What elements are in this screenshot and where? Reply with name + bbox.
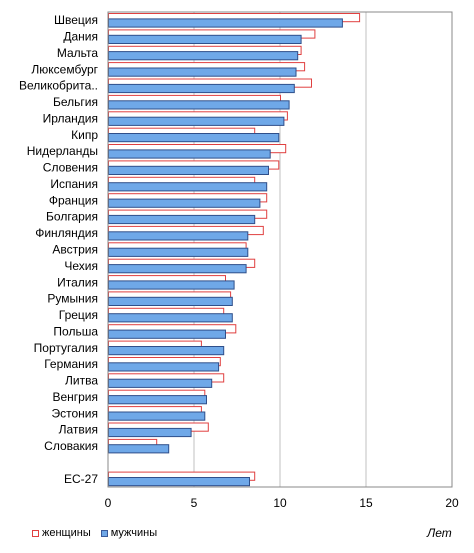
category-label: Нидерланды [27, 144, 98, 158]
bar-men [108, 51, 299, 61]
bar-men [108, 313, 233, 323]
category-labels: Швеция Дания Мальта Люксембург Великобрита..… [19, 13, 99, 486]
bar-men [108, 83, 295, 94]
category-label: Словения [43, 161, 98, 175]
bar-men [108, 18, 343, 28]
legend-label-women: женщины [42, 527, 91, 539]
category-label: ЕС-27 [64, 472, 98, 486]
bar-men [108, 378, 213, 388]
category-label: Люксембург [31, 62, 98, 76]
category-label: Италия [57, 275, 98, 289]
bar-men [108, 280, 235, 290]
category-label: Румыния [47, 292, 98, 306]
bar-men [108, 182, 268, 192]
category-label: Словакия [44, 439, 98, 453]
bar-men [108, 100, 290, 110]
category-label: Португалия [34, 341, 98, 355]
bar-men [108, 411, 206, 421]
legend-swatch-women [32, 529, 39, 537]
legend-label-men: мужчины [110, 527, 158, 539]
category-label: Ирландия [43, 111, 98, 125]
category-label: Дания [63, 30, 98, 44]
x-tick-label: 20 [445, 496, 459, 510]
legend-item-men: мужчины [100, 527, 158, 539]
category-label: Финляндия [35, 226, 98, 240]
bar-men [108, 296, 233, 306]
bar-men [108, 198, 261, 208]
bar-men [108, 214, 256, 225]
bar-men [108, 247, 249, 257]
bar-men [108, 427, 192, 438]
legend-item-women: женщины [32, 527, 91, 539]
x-tick-label: 5 [191, 496, 198, 510]
category-label: Греция [59, 308, 98, 322]
plot-frame [107, 11, 453, 488]
bar-men [108, 444, 170, 454]
bar-men [108, 165, 269, 176]
bar-men [108, 362, 220, 372]
category-label: Бельгия [53, 95, 98, 109]
category-label: Литва [65, 374, 98, 388]
unit-label: Лет [427, 526, 452, 540]
bar-men [108, 264, 247, 274]
bar-men [108, 346, 225, 356]
category-label: Великобрита.. [19, 79, 98, 93]
category-label: Эстония [52, 406, 99, 420]
bar-men [108, 67, 297, 77]
category-label: Франция [49, 193, 98, 207]
bar-men [108, 116, 285, 126]
x-tick-label: 15 [359, 496, 373, 510]
category-label: Болгария [46, 210, 98, 224]
category-label: Кипр [71, 128, 98, 142]
bar-men [108, 477, 250, 487]
bar-men [108, 329, 226, 339]
bar-men [108, 395, 207, 405]
category-label: Латвия [59, 423, 98, 437]
category-label: Германия [44, 357, 98, 371]
category-label: Чехия [64, 259, 98, 273]
legend: женщины мужчины [32, 527, 167, 539]
category-label: Венгрия [52, 390, 98, 404]
bars [108, 13, 361, 487]
bar-men [108, 231, 249, 241]
x-tick-labels: 0 5 10 15 20 [105, 496, 459, 510]
legend-swatch-men [100, 529, 108, 537]
bar-men [108, 133, 280, 143]
category-label: Испания [50, 177, 98, 191]
bar-men [108, 34, 302, 44]
x-tick-label: 0 [105, 496, 112, 510]
category-label: Мальта [57, 46, 98, 60]
category-label: Австрия [52, 243, 98, 257]
x-tick-label: 10 [273, 496, 287, 510]
bar-men [108, 149, 271, 159]
category-label: Швеция [54, 13, 98, 27]
category-label: Польша [53, 324, 98, 338]
